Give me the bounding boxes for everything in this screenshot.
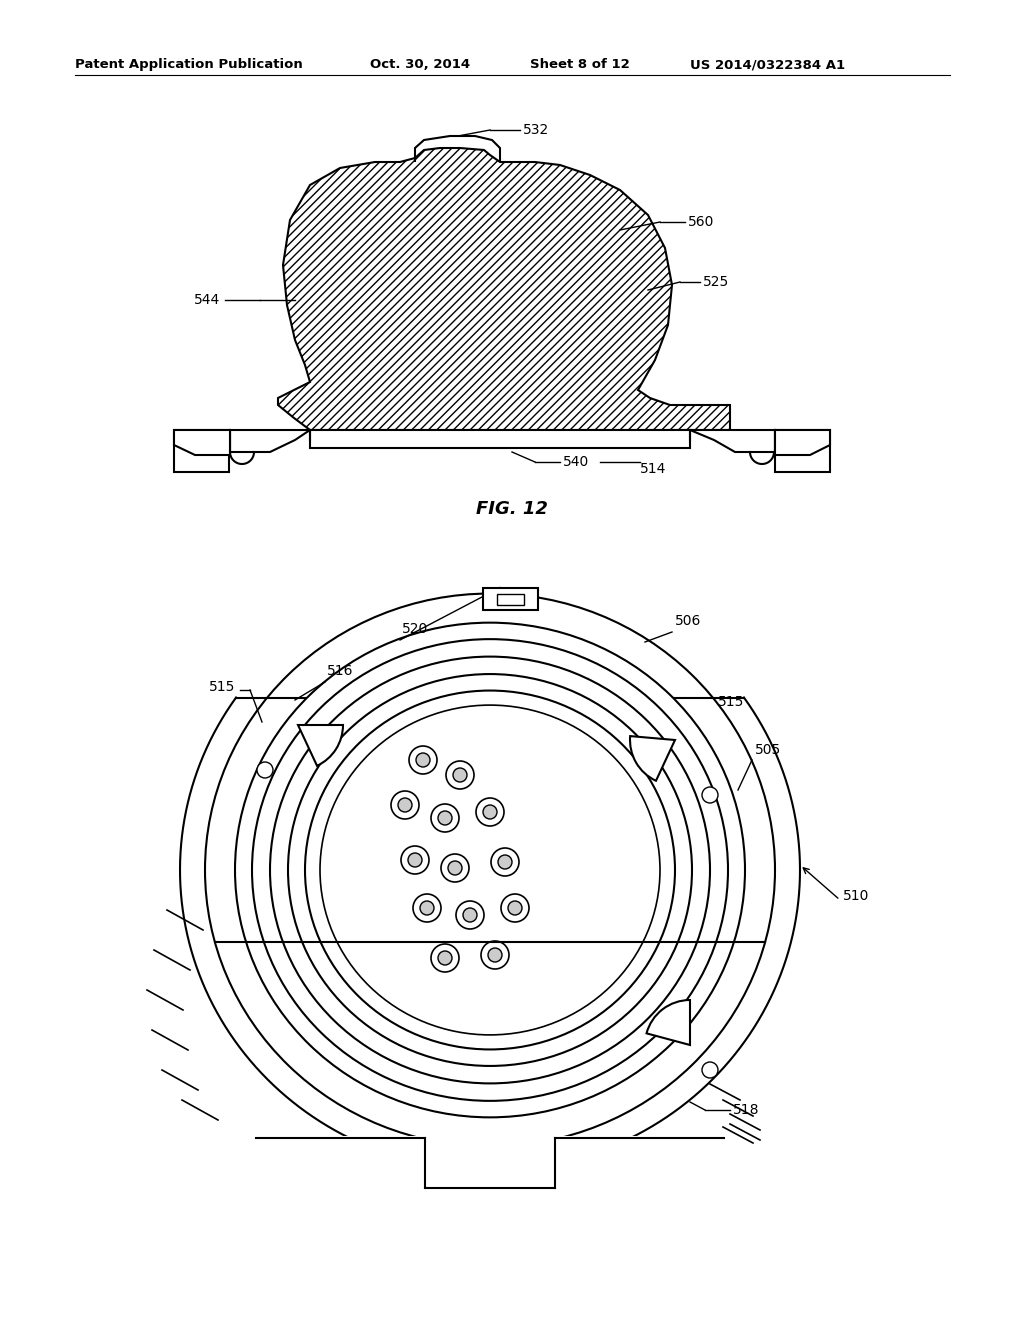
Polygon shape [690, 430, 775, 451]
Ellipse shape [319, 705, 660, 1035]
Circle shape [498, 855, 512, 869]
Circle shape [476, 799, 504, 826]
Text: 515: 515 [209, 680, 234, 694]
Circle shape [431, 944, 459, 972]
Text: 514: 514 [640, 462, 667, 477]
Ellipse shape [205, 594, 775, 1147]
Ellipse shape [305, 690, 675, 1049]
Text: Oct. 30, 2014: Oct. 30, 2014 [370, 58, 470, 71]
Circle shape [413, 894, 441, 921]
Circle shape [409, 746, 437, 774]
Circle shape [257, 762, 273, 777]
Circle shape [456, 902, 484, 929]
Circle shape [483, 805, 497, 818]
Text: FIG. 12: FIG. 12 [476, 500, 548, 517]
Wedge shape [630, 737, 675, 781]
Circle shape [449, 861, 462, 875]
Bar [497, 594, 524, 605]
Text: 532: 532 [523, 123, 549, 137]
Circle shape [446, 762, 474, 789]
Circle shape [501, 894, 529, 921]
Bar [310, 430, 690, 447]
Text: 515: 515 [718, 696, 744, 709]
Text: Sheet 8 of 12: Sheet 8 of 12 [530, 58, 630, 71]
Text: 525: 525 [703, 275, 729, 289]
Text: 560: 560 [688, 215, 715, 228]
Circle shape [463, 908, 477, 921]
Circle shape [416, 752, 430, 767]
Bar [483, 587, 538, 610]
Circle shape [702, 1063, 718, 1078]
Text: 544: 544 [194, 293, 220, 308]
Text: 520: 520 [402, 622, 428, 636]
Circle shape [431, 804, 459, 832]
Circle shape [490, 847, 519, 876]
Circle shape [401, 846, 429, 874]
Circle shape [408, 853, 422, 867]
Bar [174, 430, 229, 473]
Polygon shape [278, 148, 730, 430]
Circle shape [481, 941, 509, 969]
Bar [195, 1135, 785, 1246]
Circle shape [702, 787, 718, 803]
Text: 540: 540 [563, 455, 589, 469]
Polygon shape [230, 430, 310, 451]
Text: 518: 518 [733, 1104, 760, 1117]
Circle shape [438, 810, 452, 825]
Circle shape [391, 791, 419, 818]
Circle shape [420, 902, 434, 915]
Polygon shape [775, 430, 830, 455]
Text: 516: 516 [327, 664, 353, 678]
Wedge shape [298, 725, 343, 766]
Text: US 2014/0322384 A1: US 2014/0322384 A1 [690, 58, 845, 71]
Text: 510: 510 [843, 888, 869, 903]
Ellipse shape [288, 675, 692, 1067]
Polygon shape [174, 430, 230, 455]
Circle shape [488, 948, 502, 962]
Circle shape [398, 799, 412, 812]
Text: 508: 508 [339, 714, 365, 729]
Circle shape [508, 902, 522, 915]
Text: FIG. 13: FIG. 13 [476, 1210, 548, 1228]
Text: 506: 506 [675, 614, 701, 628]
Text: Patent Application Publication: Patent Application Publication [75, 58, 303, 71]
Ellipse shape [252, 639, 728, 1101]
Wedge shape [646, 1001, 690, 1045]
Circle shape [441, 854, 469, 882]
Ellipse shape [270, 656, 710, 1084]
Text: 505: 505 [755, 743, 781, 756]
Circle shape [438, 950, 452, 965]
Bar [775, 430, 830, 473]
Circle shape [453, 768, 467, 781]
Ellipse shape [234, 623, 745, 1117]
